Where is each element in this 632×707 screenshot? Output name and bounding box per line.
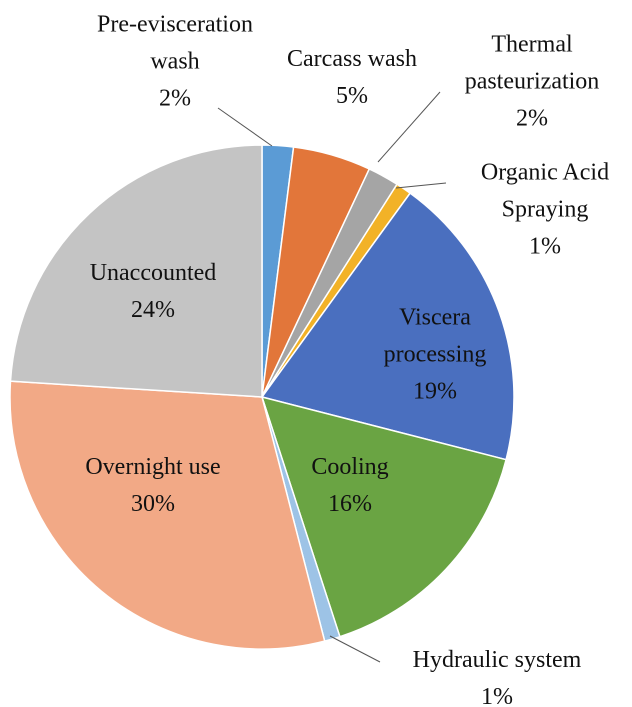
slice-label: Organic Acid Spraying 1% bbox=[465, 155, 625, 266]
leader-line bbox=[395, 182, 447, 189]
slice-label: Viscera processing 19% bbox=[370, 300, 500, 411]
pie-slice bbox=[260, 192, 515, 461]
value-label: 19% bbox=[413, 378, 457, 405]
slice-label: Cooling 16% bbox=[285, 449, 415, 523]
leader-line bbox=[329, 635, 381, 663]
category-label: Overnight use bbox=[85, 454, 221, 480]
pie-slice bbox=[9, 380, 326, 650]
leader-line bbox=[377, 91, 441, 163]
slice-label: Pre-evisceration wash 2% bbox=[80, 7, 270, 118]
category-label: Viscera processing bbox=[383, 304, 487, 368]
value-label: 5% bbox=[336, 83, 368, 109]
slice-label: Carcass wash 5% bbox=[252, 41, 452, 115]
pie-slice bbox=[260, 395, 507, 638]
leader-line bbox=[217, 107, 273, 147]
slice-label: Unaccounted 24% bbox=[53, 255, 253, 329]
slice-label: Hydraulic system 1% bbox=[367, 642, 627, 707]
value-label: 2% bbox=[159, 85, 191, 112]
slice-label: Overnight use 30% bbox=[43, 449, 263, 523]
value-label: 2% bbox=[516, 105, 548, 132]
category-label: Carcass wash bbox=[287, 46, 417, 72]
category-label: Cooling bbox=[311, 454, 389, 480]
slice-label: Thermal pasteurization 2% bbox=[447, 27, 617, 138]
category-label: Unaccounted bbox=[89, 260, 217, 286]
value-label: 30% bbox=[131, 491, 175, 517]
value-label: 16% bbox=[328, 491, 372, 517]
category-label: Hydraulic system bbox=[412, 647, 582, 673]
category-label: Organic Acid Spraying bbox=[480, 159, 610, 223]
pie-slice bbox=[9, 144, 263, 398]
value-label: 24% bbox=[131, 297, 175, 323]
value-label: 1% bbox=[481, 684, 513, 707]
category-label: Pre-evisceration wash bbox=[97, 11, 253, 75]
value-label: 1% bbox=[529, 233, 561, 260]
category-label: Thermal pasteurization bbox=[464, 31, 600, 95]
